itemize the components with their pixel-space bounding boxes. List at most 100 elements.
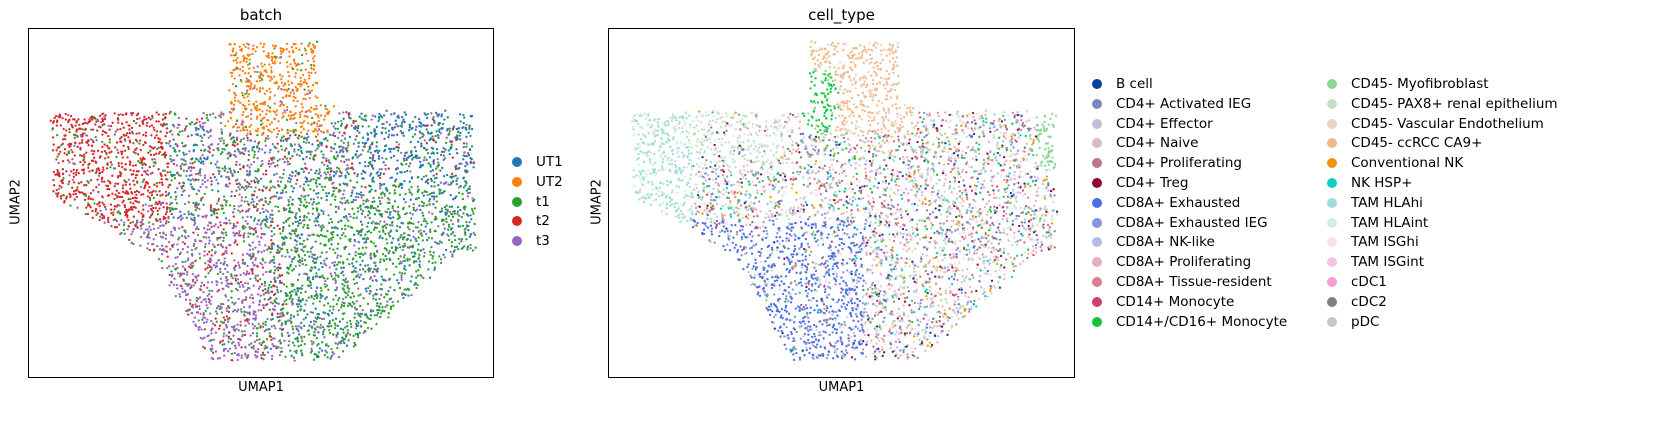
scatter-point	[192, 231, 195, 234]
scatter-point	[346, 284, 349, 287]
scatter-point	[353, 212, 356, 216]
scatter-point	[309, 284, 312, 287]
scatter-point	[450, 233, 453, 236]
scatter-point	[296, 278, 300, 282]
scatter-point	[253, 70, 256, 73]
scatter-point	[435, 130, 438, 133]
scatter-point	[280, 52, 283, 55]
scatter-point	[313, 55, 316, 58]
scatter-point	[267, 137, 270, 140]
scatter-point	[282, 172, 285, 176]
scatter-point	[396, 225, 399, 228]
scatter-point	[273, 62, 276, 65]
scatter-point	[85, 151, 88, 154]
scatter-point	[237, 308, 240, 311]
scatter-point	[438, 190, 441, 194]
scatter-point	[298, 236, 302, 240]
scatter-point	[312, 68, 316, 71]
scatter-point	[270, 162, 273, 165]
scatter-point	[254, 186, 257, 189]
scatter-point	[230, 290, 233, 293]
scatter-point	[314, 316, 317, 319]
scatter-point	[325, 250, 328, 254]
scatter-point	[285, 285, 288, 288]
scatter-point	[308, 77, 311, 80]
scatter-point	[386, 300, 389, 303]
scatter-point	[395, 140, 398, 144]
scatter-point	[327, 240, 330, 243]
scatter-point	[312, 189, 315, 192]
scatter-point	[323, 304, 326, 307]
scatter-point	[455, 134, 459, 137]
scatter-point	[399, 260, 402, 263]
scatter-point	[436, 165, 439, 168]
scatter-point	[415, 270, 418, 273]
scatter-point	[89, 192, 93, 195]
scatter-point	[214, 310, 218, 313]
scatter-point	[246, 270, 249, 273]
scatter-point	[303, 272, 306, 275]
scatter-point	[409, 162, 412, 165]
scatter-point	[190, 284, 193, 287]
scatter-point	[313, 358, 316, 361]
scatter-point	[303, 223, 306, 227]
scatter-point	[439, 169, 442, 172]
scatter-point	[427, 211, 431, 214]
scatter-point	[414, 128, 417, 131]
scatter-point	[455, 148, 458, 151]
scatter-point	[444, 208, 448, 211]
scatter-point	[368, 148, 371, 151]
scatter-point	[236, 221, 239, 224]
scatter-point	[464, 233, 467, 237]
scatter-point	[142, 143, 145, 147]
scatter-point	[120, 162, 123, 165]
scatter-point	[282, 227, 285, 231]
scatter-point	[327, 288, 330, 291]
scatter-point	[295, 349, 298, 352]
scatter-point	[367, 286, 370, 290]
scatter-point	[301, 340, 304, 343]
scatter-point	[83, 198, 87, 202]
scatter-point	[451, 253, 454, 256]
scatter-point	[182, 158, 185, 161]
scatter-point	[148, 198, 152, 202]
scatter-point	[393, 189, 396, 192]
scatter-point	[114, 130, 117, 133]
batch-scatter-plot	[49, 40, 477, 362]
scatter-point	[232, 215, 235, 218]
scatter-point	[310, 286, 313, 290]
scatter-point	[233, 43, 236, 46]
scatter-point	[190, 134, 193, 137]
scatter-point	[114, 193, 117, 196]
scatter-point	[422, 159, 426, 162]
scatter-point	[236, 126, 239, 129]
scatter-point	[256, 235, 259, 238]
scatter-point	[396, 205, 400, 209]
scatter-point	[433, 268, 436, 271]
scatter-point	[273, 186, 276, 189]
scatter-point	[254, 176, 257, 179]
scatter-point	[316, 139, 319, 142]
scatter-point	[307, 71, 310, 74]
scatter-point	[311, 203, 314, 206]
scatter-point	[372, 167, 375, 170]
scatter-point	[212, 173, 215, 176]
scatter-point	[301, 263, 305, 266]
scatter-point	[71, 151, 74, 154]
scatter-point	[241, 103, 245, 106]
scatter-point	[277, 150, 280, 153]
scatter-point	[449, 183, 452, 186]
scatter-point	[445, 204, 448, 207]
scatter-point	[297, 253, 300, 257]
scatter-point	[255, 88, 259, 91]
scatter-point	[257, 150, 260, 153]
scatter-point	[245, 288, 249, 292]
scatter-point	[238, 188, 241, 191]
scatter-point	[442, 154, 445, 157]
scatter-point	[383, 114, 386, 117]
scatter-point	[341, 233, 344, 237]
scatter-point	[281, 96, 285, 99]
scatter-point	[207, 272, 210, 275]
scatter-point	[138, 161, 141, 164]
scatter-point	[151, 114, 154, 118]
